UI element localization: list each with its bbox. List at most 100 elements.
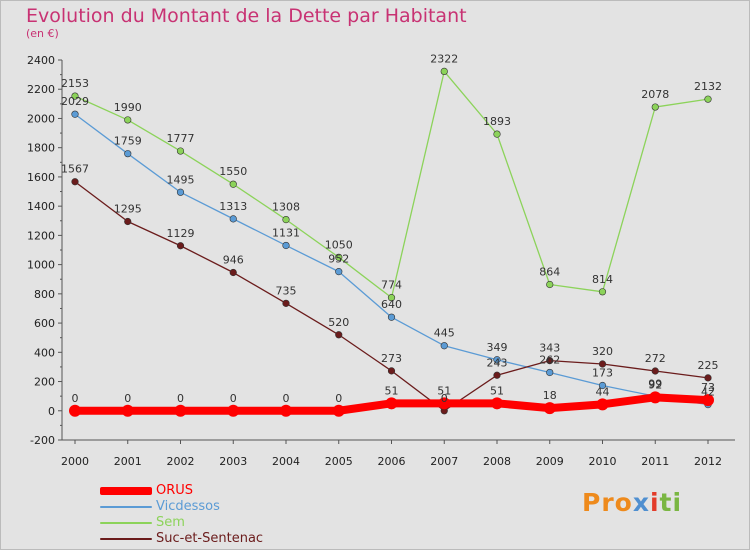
data-point-suc-et-sentenac	[335, 331, 343, 339]
data-point-sem	[493, 130, 501, 138]
data-point-sem	[440, 67, 448, 75]
data-point-orus	[280, 404, 292, 417]
data-label-sem: 2132	[694, 80, 722, 93]
data-label-vicdessos: 349	[487, 341, 508, 354]
data-label-orus: 92	[648, 378, 662, 391]
legend-swatch-suc-et-sentenac	[100, 538, 152, 540]
data-label-orus: 44	[596, 385, 610, 398]
data-label-suc-et-sentenac: 225	[698, 359, 719, 372]
y-tick-label: 600	[34, 317, 55, 330]
legend-label-sem: Sem	[156, 515, 185, 530]
data-point-orus	[121, 404, 134, 417]
y-tick-label: 800	[34, 288, 55, 301]
data-point-orus	[385, 397, 398, 410]
legend-label-suc-et-sentenac: Suc-et-Sentenac	[156, 531, 264, 546]
data-point-orus	[543, 402, 556, 415]
data-label-sem: 864	[539, 265, 560, 278]
x-tick-label: 2005	[325, 455, 353, 468]
data-point-orus	[649, 391, 662, 404]
logo-part-4: ti	[659, 488, 683, 517]
data-label-suc-et-sentenac: 946	[223, 254, 244, 267]
data-point-orus	[227, 404, 240, 417]
legend-label-orus: ORUS	[156, 483, 194, 498]
data-label-orus: 0	[177, 392, 184, 405]
x-tick-label: 2011	[641, 455, 669, 468]
data-label-suc-et-sentenac: 320	[592, 345, 613, 358]
data-point-suc-et-sentenac	[229, 268, 237, 277]
data-point-vicdessos	[493, 356, 501, 364]
data-point-suc-et-sentenac	[176, 242, 185, 250]
y-tick-label: 1600	[27, 171, 55, 184]
logo-part-3: i	[649, 488, 660, 517]
x-tick-label: 2001	[114, 455, 142, 468]
data-point-vicdessos	[124, 150, 132, 158]
data-label-vicdessos: 262	[539, 353, 560, 366]
y-tick-label: 1000	[27, 259, 55, 272]
legend-swatch-orus	[100, 487, 152, 495]
data-point-suc-et-sentenac	[704, 374, 712, 382]
data-point-suc-et-sentenac	[493, 371, 501, 379]
x-tick-label: 2002	[167, 455, 195, 468]
logo-part-2: x	[632, 488, 650, 517]
data-label-suc-et-sentenac: 1567	[61, 163, 89, 176]
data-label-orus: 0	[335, 392, 342, 405]
y-tick-label: 200	[34, 376, 55, 389]
y-tick-label: 1400	[27, 200, 55, 213]
legend-swatch-vicdessos	[100, 506, 152, 508]
data-point-vicdessos	[176, 188, 185, 196]
data-label-orus: 51	[490, 384, 504, 397]
y-tick-label: 2200	[27, 83, 55, 96]
data-point-vicdessos	[387, 313, 396, 321]
x-tick-label: 2012	[694, 455, 722, 468]
data-point-orus	[702, 394, 714, 407]
data-label-orus: 51	[385, 384, 399, 397]
data-point-orus	[491, 397, 503, 410]
data-label-vicdessos: 1495	[167, 173, 195, 186]
data-point-sem	[71, 92, 79, 100]
data-point-vicdessos	[598, 381, 607, 390]
data-point-sem	[651, 103, 659, 111]
data-label-sem: 1893	[483, 115, 511, 128]
axes: -200020040060080010001200140016001800200…	[27, 54, 735, 468]
data-label-suc-et-sentenac: 273	[381, 352, 402, 365]
chart-subtitle: (en €)	[26, 27, 59, 40]
data-point-sem	[335, 253, 343, 261]
data-label-sem: 814	[592, 273, 613, 286]
data-label-suc-et-sentenac: 1295	[114, 203, 142, 216]
data-point-orus	[596, 398, 609, 411]
legend-item-sem: Sem	[100, 515, 320, 531]
data-label-suc-et-sentenac: 520	[328, 316, 349, 329]
y-tick-label: 400	[34, 346, 55, 359]
data-point-orus	[332, 404, 345, 417]
y-tick-label: 2400	[27, 54, 55, 67]
data-point-suc-et-sentenac	[71, 178, 79, 186]
data-label-vicdessos: 640	[381, 298, 402, 311]
legend: ORUS Vicdessos Sem Suc-et-Sentenac	[100, 483, 320, 547]
data-label-orus: 18	[543, 389, 557, 402]
data-point-suc-et-sentenac	[546, 357, 554, 365]
data-label-sem: 1777	[167, 132, 195, 145]
data-label-suc-et-sentenac: 243	[487, 356, 508, 369]
data-label-sem: 2322	[430, 52, 458, 65]
proxiti-logo: Proxiti	[582, 488, 682, 517]
legend-item-orus: ORUS	[100, 483, 320, 499]
data-label-sem: 2078	[641, 88, 669, 101]
logo-part-1: Pro	[582, 488, 633, 517]
data-point-suc-et-sentenac	[598, 360, 607, 368]
data-point-vicdessos	[335, 268, 343, 276]
series-lines	[69, 67, 714, 417]
x-tick-label: 2007	[430, 455, 458, 468]
x-tick-label: 2010	[589, 455, 617, 468]
data-point-sem	[229, 180, 237, 188]
x-tick-label: 2009	[536, 455, 564, 468]
data-label-sem: 2153	[61, 77, 89, 90]
data-label-sem: 1308	[272, 201, 300, 214]
data-label-orus: 0	[230, 392, 237, 405]
data-label-vicdessos: 173	[592, 366, 613, 379]
data-point-orus	[438, 397, 451, 410]
data-point-suc-et-sentenac	[124, 217, 132, 226]
data-label-sem: 1550	[219, 165, 247, 178]
data-label-vicdessos: 1759	[114, 135, 142, 148]
